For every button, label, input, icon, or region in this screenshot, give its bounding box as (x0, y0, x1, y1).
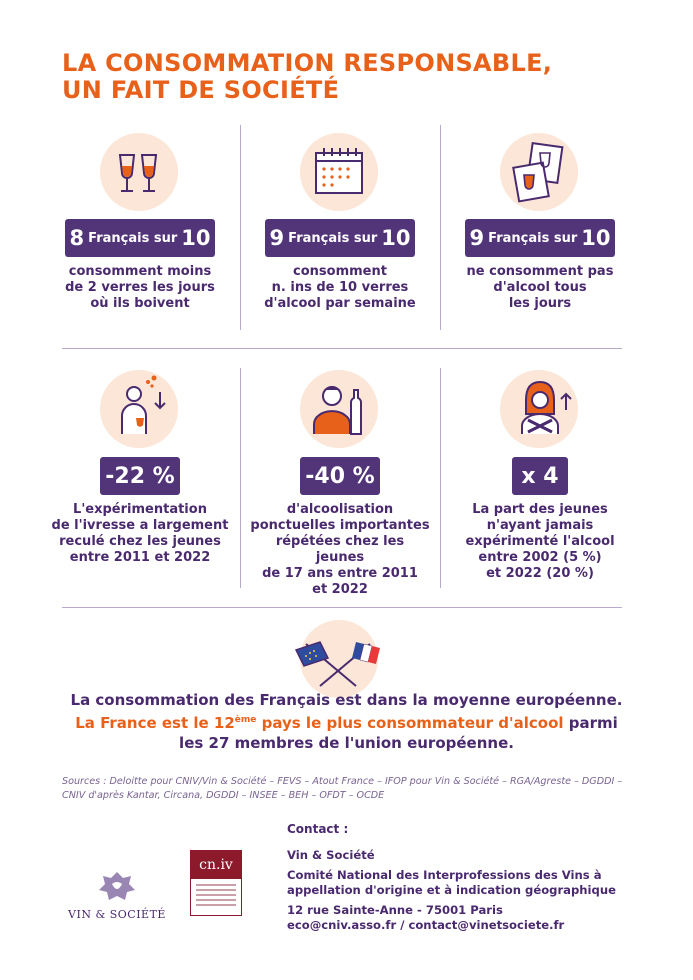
divider (62, 348, 622, 349)
divider (62, 607, 622, 608)
title-line-1: LA CONSOMMATION RESPONSABLE, (62, 49, 553, 77)
calendar-icon (300, 133, 378, 211)
divider (440, 125, 441, 330)
calendar-no-wine-icon (500, 133, 578, 211)
contact-title: Contact : (284, 822, 349, 836)
stat-badge: 8 Français sur 10 (65, 219, 215, 257)
divider (240, 368, 241, 588)
person-bottle-icon (300, 370, 378, 448)
stat-badge: -22 % (100, 457, 180, 495)
woman-refusing-icon (500, 370, 578, 448)
wine-glasses-icon (100, 133, 178, 211)
stat-badge: 9 Français sur 10 (465, 219, 615, 257)
contact-org: Vin & Société (287, 848, 375, 862)
page-title: LA CONSOMMATION RESPONSABLE, UN FAIT DE … (62, 50, 622, 104)
stat-description: ne consomment pas d'alcool tous les jour… (466, 264, 614, 311)
divider (440, 368, 441, 588)
contact-emails[interactable]: eco@cniv.asso.fr / contact@vinetsociete.… (287, 918, 565, 932)
stat-description: consomment n. ins de 10 verres d'alcool … (264, 264, 416, 311)
stat-description: L'expérimentation de l'ivresse a largeme… (51, 502, 229, 565)
divider (240, 125, 241, 330)
contact-org: appellation d'origine et à indication gé… (287, 883, 616, 897)
cniv-logo: cn.iv (190, 850, 242, 916)
stat-description: d'alcoolisation ponctuelles importantes … (250, 502, 430, 597)
vin-et-societe-logo: VIN & SOCIÉTÉ (62, 870, 172, 930)
contact-org: Comité National des Interprofessions des… (287, 868, 602, 882)
europe-statement: La consommation des Français est dans la… (70, 691, 623, 752)
stat-description: La part des jeunes n'ayant jamais expéri… (465, 502, 615, 581)
drunk-person-icon (100, 370, 178, 448)
stat-description: consomment moins de 2 verres les jours o… (65, 264, 215, 311)
title-line-2: UN FAIT DE SOCIÉTÉ (62, 76, 340, 104)
stat-badge: x 4 (512, 457, 568, 495)
sources: Sources : Deloitte pour CNIV/Vin & Socié… (62, 776, 623, 801)
contact-address: 12 rue Sainte-Anne - 75001 Paris (287, 903, 503, 917)
eu-france-flags-icon (294, 620, 380, 698)
stat-badge: -40 % (300, 457, 380, 495)
stat-badge: 9 Français sur 10 (265, 219, 415, 257)
